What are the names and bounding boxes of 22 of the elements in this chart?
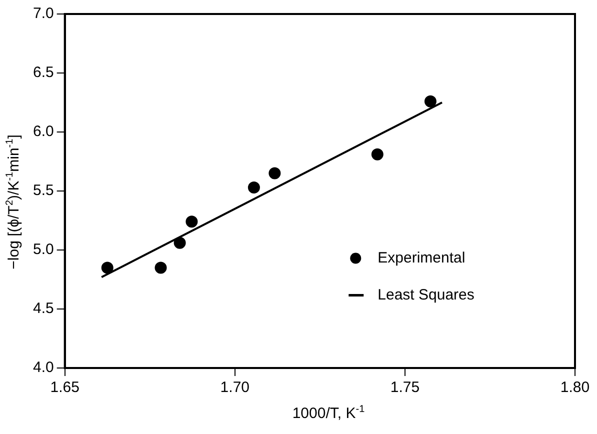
y-tick-label: 5.0: [32, 241, 54, 258]
x-tick-label: 1.80: [560, 379, 590, 396]
y-tick-label: 4.0: [32, 359, 54, 376]
y-tick-label: 5.5: [32, 182, 54, 200]
point: [424, 95, 436, 108]
legend-label: Least Squares: [378, 286, 474, 304]
x-axis-title: 1000/T, K$^{-1}$: [291, 404, 366, 422]
y-tick-label: 4.5: [32, 300, 54, 318]
legend-label: Experimental: [378, 249, 466, 266]
point: [248, 181, 260, 194]
x-tick-label: 1.70: [220, 379, 250, 396]
y-tick-label: 7.0: [32, 5, 54, 22]
point: [186, 216, 198, 228]
x-tick-label: 1.65: [50, 379, 80, 396]
y-tick-label: 6.0: [32, 123, 54, 140]
y-tick-label: 6.5: [32, 64, 54, 82]
x-tick-label: 1.75: [390, 379, 420, 396]
point: [268, 167, 281, 180]
point: [371, 148, 384, 160]
point: [174, 236, 186, 249]
point: [154, 262, 167, 274]
point: [101, 262, 114, 274]
